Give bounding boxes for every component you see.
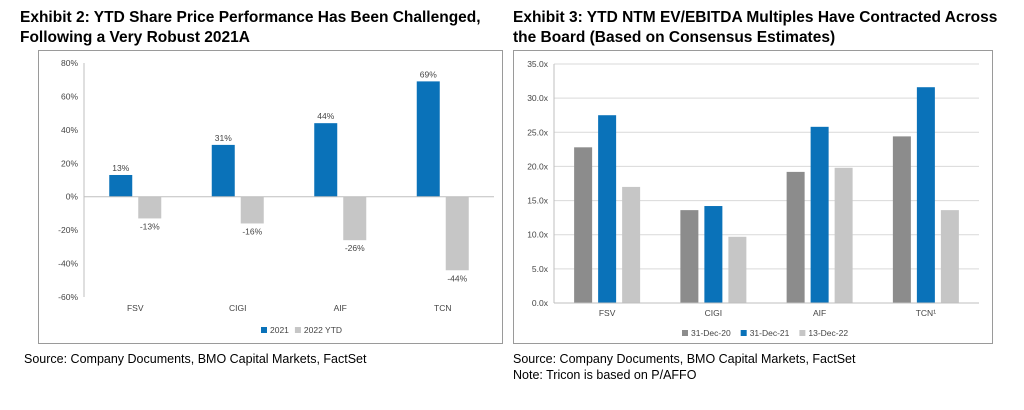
bar-2021-aif xyxy=(314,123,338,197)
bar-13-dec-22-aif xyxy=(834,167,853,303)
y-tick-label: 20% xyxy=(61,158,78,168)
y-tick-label: 20.0x xyxy=(527,161,549,171)
bar-31-dec-21-tcn xyxy=(916,87,935,303)
x-tick-label: CIGI xyxy=(229,303,246,313)
legend-swatch-2021 xyxy=(261,327,267,333)
bar-2021-fsv xyxy=(109,174,133,197)
legend-label-31-dec-20: 31-Dec-20 xyxy=(691,328,731,338)
exhibit-2-title-line2: Following a Very Robust 2021A xyxy=(20,29,250,46)
bar-31-dec-21-aif xyxy=(810,126,829,303)
bar-13-dec-22-cigi xyxy=(728,236,747,303)
y-tick-label: 25.0x xyxy=(527,127,549,137)
bar-2022-ytd-tcn xyxy=(445,196,469,271)
y-tick-label: 0.0x xyxy=(532,298,549,308)
bar-31-dec-20-aif xyxy=(786,171,805,303)
x-tick-label: TCN xyxy=(434,303,451,313)
exhibit-3-source-block: Source: Company Documents, BMO Capital M… xyxy=(513,351,856,383)
bar-2022-ytd-aif xyxy=(343,196,367,241)
bar-31-dec-21-fsv xyxy=(598,115,617,303)
y-tick-label: 10.0x xyxy=(527,230,549,240)
legend-swatch-31-dec-21 xyxy=(740,330,747,336)
data-label: -16% xyxy=(242,226,262,236)
y-tick-label: 40% xyxy=(61,125,78,135)
y-tick-label: 0% xyxy=(66,192,79,202)
exhibit-3-panel: Exhibit 3: YTD NTM EV/EBITDA Multiples H… xyxy=(513,0,1003,382)
exhibit-3-title: Exhibit 3: YTD NTM EV/EBITDA Multiples H… xyxy=(513,8,1003,48)
legend-swatch-31-dec-20 xyxy=(682,330,688,336)
legend-label-13-dec-22: 13-Dec-22 xyxy=(808,328,848,338)
legend-swatch-13-dec-22 xyxy=(799,330,806,336)
exhibit-2-source: Source: Company Documents, BMO Capital M… xyxy=(24,352,367,366)
x-tick-label: AIF xyxy=(813,308,826,318)
data-label: -26% xyxy=(345,243,365,253)
exhibit-3-chart-frame: 0.0x 5.0x 10.0x 15.0x 20.0x 25.0x 30.0x 35.0x FS… xyxy=(513,50,993,344)
bar-31-dec-20-tcn xyxy=(892,136,911,303)
exhibit-2-bar-chart: -60% -40% -20% 0% 20% 40% 60% 80% 13% -13% FSV 31% -… xyxy=(58,58,494,335)
y-tick-label: 60% xyxy=(61,91,78,101)
bar-2021-cigi xyxy=(211,144,235,197)
y-tick-label: 5.0x xyxy=(532,264,549,274)
y-tick-label: -20% xyxy=(58,225,78,235)
bar-2022-ytd-cigi xyxy=(240,196,264,224)
data-label: -13% xyxy=(140,221,160,231)
bar-13-dec-22-tcn xyxy=(940,210,959,303)
exhibit-2-chart-frame: -60% -40% -20% 0% 20% 40% 60% 80% 13% -13% FSV 31% -… xyxy=(38,50,503,344)
y-tick-label: 15.0x xyxy=(527,196,549,206)
exhibit-3-bar-chart: 0.0x 5.0x 10.0x 15.0x 20.0x 25.0x 30.0x 35.0x FS… xyxy=(527,59,979,338)
x-tick-label: FSV xyxy=(599,308,616,318)
legend-swatch-2022-ytd xyxy=(294,327,301,333)
bar-2021-tcn xyxy=(416,81,440,197)
exhibit-3-title-line1: Exhibit 3: YTD NTM EV/EBITDA Multiples H… xyxy=(513,9,998,26)
bar-31-dec-20-cigi xyxy=(680,210,699,303)
data-label: 69% xyxy=(420,69,437,79)
bar-31-dec-21-cigi xyxy=(704,206,723,303)
x-tick-label: AIF xyxy=(334,303,347,313)
legend-label-2022-ytd: 2022 YTD xyxy=(304,325,342,335)
bar-13-dec-22-fsv xyxy=(622,186,641,303)
bar-31-dec-20-fsv xyxy=(574,147,593,303)
exhibit-3-note: Note: Tricon is based on P/AFFO xyxy=(513,368,697,382)
x-tick-label: FSV xyxy=(127,303,144,313)
legend-label-2021: 2021 xyxy=(270,325,289,335)
exhibit-3-title-line2: the Board (Based on Consensus Estimates) xyxy=(513,29,836,46)
legend-label-31-dec-21: 31-Dec-21 xyxy=(750,328,790,338)
y-tick-label: -60% xyxy=(58,292,78,302)
exhibit-3-source: Source: Company Documents, BMO Capital M… xyxy=(513,352,856,366)
data-label: -44% xyxy=(447,273,467,283)
y-tick-label: -40% xyxy=(58,259,78,269)
data-label: 31% xyxy=(215,133,232,143)
y-tick-label: 80% xyxy=(61,58,78,68)
exhibit-2-title: Exhibit 2: YTD Share Price Performance H… xyxy=(20,8,508,48)
data-label: 13% xyxy=(112,163,129,173)
bar-2022-ytd-fsv xyxy=(138,196,162,219)
data-label: 44% xyxy=(317,111,334,121)
exhibit-2-title-line1: Exhibit 2: YTD Share Price Performance H… xyxy=(20,9,481,26)
x-tick-label: CIGI xyxy=(705,308,722,318)
y-tick-label: 30.0x xyxy=(527,93,549,103)
x-tick-label: TCN¹ xyxy=(916,308,936,318)
y-tick-label: 35.0x xyxy=(527,59,549,69)
exhibit-2-panel: Exhibit 2: YTD Share Price Performance H… xyxy=(20,0,508,366)
